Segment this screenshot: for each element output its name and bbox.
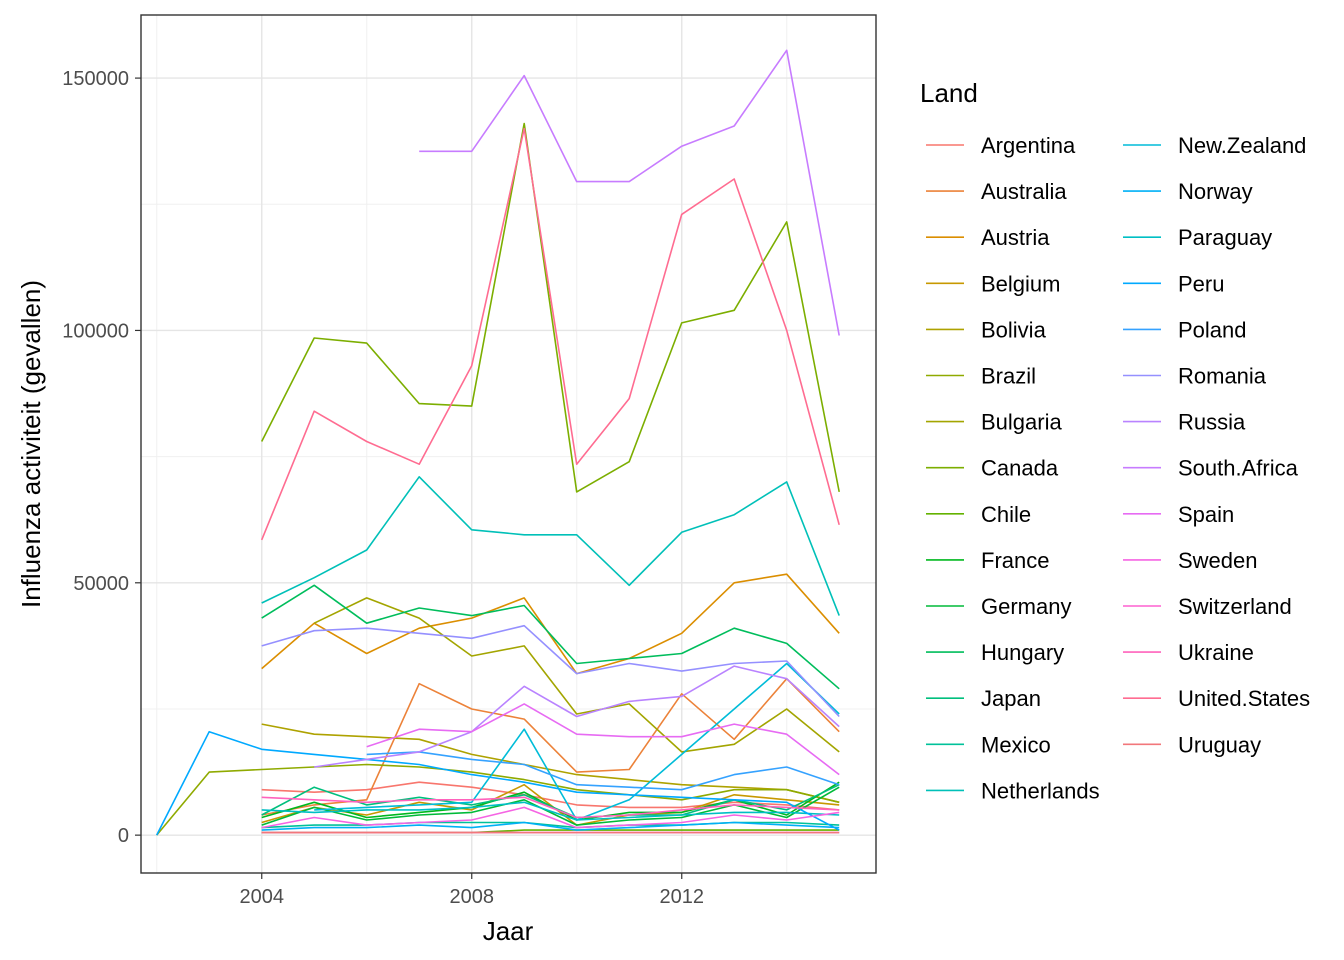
legend-label: Austria: [981, 225, 1050, 250]
series-line-canada: [260, 122, 840, 493]
legend-title: Land: [920, 78, 978, 108]
panel-border: [140, 14, 877, 874]
legend-label: Poland: [1178, 317, 1247, 342]
series-line-australia: [261, 677, 840, 816]
series-line-poland: [366, 751, 840, 791]
legend-label: South.Africa: [1178, 456, 1299, 481]
x-tick-label: 2004: [240, 886, 285, 908]
legend-item: Ukraine: [1123, 640, 1254, 665]
legend-item: Peru: [1123, 271, 1224, 296]
series-line-russia: [314, 665, 840, 768]
legend-label: Russia: [1178, 410, 1246, 435]
legend-label: Mexico: [981, 732, 1051, 757]
legend-label: United.States: [1178, 686, 1310, 711]
series-line-germany: [261, 786, 840, 826]
legend-item: Japan: [926, 686, 1041, 711]
series-line-spain: [366, 703, 840, 776]
legend-item: Switzerland: [1123, 594, 1292, 619]
legend-label: France: [981, 548, 1049, 573]
series-line-brazil: [156, 763, 840, 836]
series-line-bulgaria: [313, 597, 840, 753]
legend-item: Chile: [926, 502, 1031, 527]
series-line-united-states: [260, 127, 840, 541]
series-line-hungary: [261, 584, 840, 690]
legend-item: Netherlands: [926, 778, 1100, 803]
x-axis-ticks: 2004 2008 2012: [240, 873, 705, 908]
legend-items: Argentina Australia Austria Belgium Bolivia B…: [926, 133, 1310, 803]
series-lines: [155, 49, 840, 836]
legend-item: Paraguay: [1123, 225, 1272, 250]
legend-item: France: [926, 548, 1049, 573]
legend-item: South.Africa: [1123, 456, 1299, 481]
legend-label: Japan: [981, 686, 1041, 711]
legend-item: Russia: [1123, 410, 1246, 435]
legend-label: Germany: [981, 594, 1071, 619]
x-tick-label: 2008: [450, 886, 495, 908]
legend-label: Argentina: [981, 133, 1076, 158]
legend-label: New.Zealand: [1178, 133, 1306, 158]
legend-label: Uruguay: [1178, 732, 1261, 757]
legend-label: Canada: [981, 456, 1059, 481]
legend-item: Australia: [926, 179, 1067, 204]
y-axis-ticks: 0 50000 100000 150000: [62, 68, 141, 847]
legend-item: Romania: [1123, 364, 1267, 389]
legend-item: Poland: [1123, 317, 1247, 342]
legend-label: Brazil: [981, 364, 1036, 389]
series-line-south-africa: [419, 49, 840, 336]
legend-label: Spain: [1178, 502, 1234, 527]
legend-item: Germany: [926, 594, 1071, 619]
legend-item: New.Zealand: [1123, 133, 1306, 158]
legend-label: Belgium: [981, 271, 1060, 296]
legend-label: Ukraine: [1178, 640, 1254, 665]
series-line-peru: [155, 730, 840, 836]
y-tick-label: 0: [118, 825, 129, 847]
legend-item: Spain: [1123, 502, 1234, 527]
y-axis-title: Influenza activiteit (gevallen): [16, 280, 46, 608]
legend-item: Canada: [926, 456, 1059, 481]
series-line-sweden: [261, 806, 840, 829]
legend-label: Chile: [981, 502, 1031, 527]
legend-item: Sweden: [1123, 548, 1258, 573]
legend-label: Bolivia: [981, 317, 1047, 342]
series-line-bolivia: [261, 723, 840, 804]
legend-item: Belgium: [926, 271, 1060, 296]
legend-label: Romania: [1178, 364, 1267, 389]
series-line-netherlands: [261, 475, 840, 616]
major-gridlines: [141, 15, 876, 873]
legend-item: Hungary: [926, 640, 1064, 665]
series-line-austria: [261, 573, 840, 675]
y-tick-label: 100000: [62, 320, 129, 342]
legend-label: Norway: [1178, 179, 1253, 204]
legend-label: Hungary: [981, 640, 1064, 665]
y-tick-label: 150000: [62, 68, 129, 90]
series-line-norway: [261, 821, 840, 831]
legend-item: Argentina: [926, 133, 1076, 158]
legend-label: Switzerland: [1178, 594, 1292, 619]
legend-item: Norway: [1123, 179, 1253, 204]
legend-item: Bulgaria: [926, 410, 1062, 435]
legend-label: Sweden: [1178, 548, 1258, 573]
x-tick-label: 2012: [660, 886, 705, 908]
series-line-belgium: [261, 783, 840, 826]
x-axis-title: Jaar: [483, 916, 534, 946]
legend-item: Bolivia: [926, 317, 1047, 342]
series-line-ukraine: [261, 796, 840, 819]
legend-label: Australia: [981, 179, 1067, 204]
legend-label: Netherlands: [981, 778, 1100, 803]
minor-gridlines: [141, 15, 876, 873]
legend: Land Argentina Australia Austria Belgium Bol…: [920, 78, 1310, 803]
series-line-paraguay: [261, 801, 840, 821]
legend-item: Uruguay: [1123, 732, 1261, 757]
y-tick-label: 50000: [73, 573, 129, 595]
series-line-romania: [261, 624, 840, 718]
legend-label: Peru: [1178, 271, 1224, 296]
legend-item: Austria: [926, 225, 1050, 250]
legend-item: United.States: [1123, 686, 1310, 711]
legend-label: Bulgaria: [981, 410, 1062, 435]
legend-item: Brazil: [926, 364, 1036, 389]
legend-label: Paraguay: [1178, 225, 1272, 250]
legend-item: Mexico: [926, 732, 1051, 757]
